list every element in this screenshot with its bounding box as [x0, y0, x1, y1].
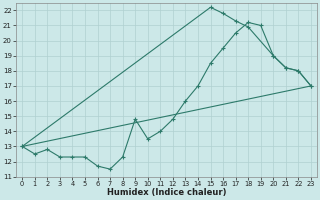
X-axis label: Humidex (Indice chaleur): Humidex (Indice chaleur) — [107, 188, 226, 197]
